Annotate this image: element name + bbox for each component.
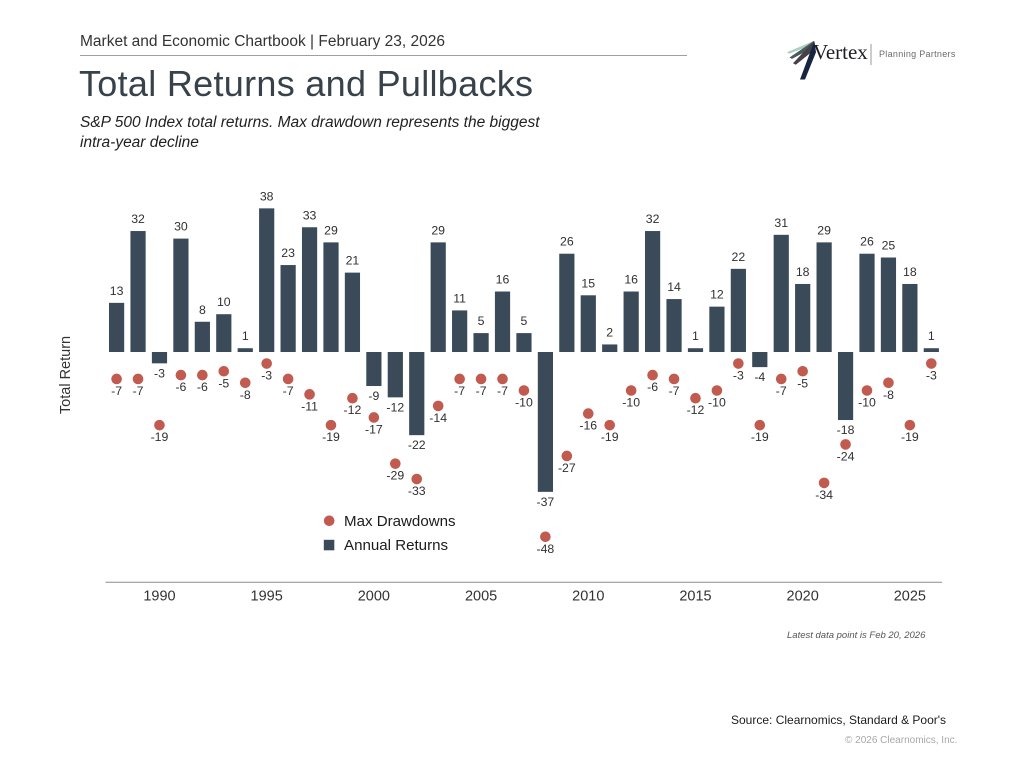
svg-text:2025: 2025	[894, 589, 926, 605]
svg-text:-24: -24	[837, 449, 855, 463]
svg-text:1995: 1995	[251, 589, 283, 605]
svg-text:32: 32	[131, 212, 145, 226]
svg-text:29: 29	[324, 223, 338, 237]
svg-text:29: 29	[431, 223, 445, 237]
svg-text:1990: 1990	[143, 589, 175, 605]
svg-text:-7: -7	[283, 384, 294, 398]
svg-text:-12: -12	[386, 400, 404, 414]
svg-text:-7: -7	[133, 384, 144, 398]
svg-text:-27: -27	[558, 461, 576, 475]
svg-text:14: 14	[667, 280, 681, 294]
svg-text:-29: -29	[386, 469, 404, 483]
svg-text:-48: -48	[537, 542, 555, 556]
svg-text:-5: -5	[797, 376, 808, 390]
svg-text:16: 16	[624, 273, 638, 287]
svg-text:-7: -7	[454, 384, 465, 398]
svg-text:-8: -8	[240, 388, 251, 402]
svg-text:-9: -9	[368, 389, 379, 403]
svg-text:-8: -8	[883, 388, 894, 402]
svg-text:1: 1	[242, 329, 249, 343]
svg-text:-22: -22	[408, 438, 426, 452]
svg-text:-6: -6	[197, 380, 208, 394]
svg-text:16: 16	[496, 273, 510, 287]
svg-text:-7: -7	[776, 384, 787, 398]
svg-text:-6: -6	[175, 380, 186, 394]
svg-text:2010: 2010	[572, 589, 604, 605]
svg-text:-4: -4	[754, 370, 765, 384]
svg-text:8: 8	[199, 303, 206, 317]
svg-text:-33: -33	[408, 484, 426, 498]
svg-text:26: 26	[560, 235, 574, 249]
svg-text:30: 30	[174, 220, 188, 234]
svg-text:-6: -6	[647, 380, 658, 394]
svg-text:-19: -19	[751, 430, 769, 444]
svg-text:-3: -3	[154, 366, 165, 380]
svg-text:Annual Returns: Annual Returns	[344, 537, 448, 554]
svg-text:33: 33	[303, 208, 317, 222]
svg-text:2000: 2000	[358, 589, 390, 605]
svg-text:-3: -3	[261, 369, 272, 383]
svg-text:21: 21	[346, 254, 360, 268]
svg-text:-19: -19	[901, 430, 919, 444]
svg-text:29: 29	[817, 223, 831, 237]
svg-text:-10: -10	[622, 396, 640, 410]
svg-text:18: 18	[796, 265, 810, 279]
svg-text:-5: -5	[218, 376, 229, 390]
svg-text:5: 5	[478, 314, 485, 328]
svg-text:38: 38	[260, 189, 274, 203]
svg-text:31: 31	[774, 216, 788, 230]
svg-text:-34: -34	[815, 488, 833, 502]
svg-text:-11: -11	[301, 399, 318, 413]
svg-text:5: 5	[521, 314, 528, 328]
svg-text:26: 26	[860, 235, 874, 249]
svg-text:-3: -3	[733, 369, 744, 383]
svg-text:-37: -37	[537, 495, 555, 509]
svg-text:-10: -10	[515, 396, 533, 410]
svg-text:-12: -12	[344, 403, 362, 417]
svg-text:11: 11	[453, 291, 466, 305]
svg-text:-17: -17	[365, 422, 383, 436]
svg-text:-19: -19	[322, 430, 340, 444]
svg-text:1: 1	[928, 329, 935, 343]
svg-text:Max Drawdowns: Max Drawdowns	[344, 513, 456, 530]
svg-text:12: 12	[710, 288, 724, 302]
svg-text:-7: -7	[476, 384, 487, 398]
svg-text:25: 25	[882, 239, 896, 253]
svg-text:-19: -19	[151, 430, 169, 444]
svg-text:10: 10	[217, 295, 231, 309]
svg-text:-7: -7	[111, 384, 122, 398]
svg-text:-16: -16	[579, 419, 597, 433]
svg-text:-14: -14	[429, 411, 447, 425]
svg-text:2005: 2005	[465, 589, 497, 605]
svg-text:18: 18	[903, 265, 917, 279]
svg-text:-3: -3	[926, 369, 937, 383]
svg-text:-7: -7	[497, 384, 508, 398]
svg-text:23: 23	[281, 246, 295, 260]
svg-text:2015: 2015	[679, 589, 711, 605]
svg-text:-10: -10	[708, 396, 726, 410]
svg-text:-19: -19	[601, 430, 619, 444]
svg-text:22: 22	[732, 250, 746, 264]
svg-text:1: 1	[692, 329, 699, 343]
svg-text:2: 2	[606, 325, 613, 339]
svg-text:-12: -12	[687, 403, 705, 417]
svg-text:-18: -18	[837, 423, 855, 437]
svg-text:2020: 2020	[787, 589, 819, 605]
svg-text:-10: -10	[858, 396, 876, 410]
svg-text:13: 13	[110, 284, 124, 298]
svg-text:32: 32	[646, 212, 660, 226]
svg-text:-7: -7	[669, 384, 680, 398]
svg-text:15: 15	[581, 276, 595, 290]
